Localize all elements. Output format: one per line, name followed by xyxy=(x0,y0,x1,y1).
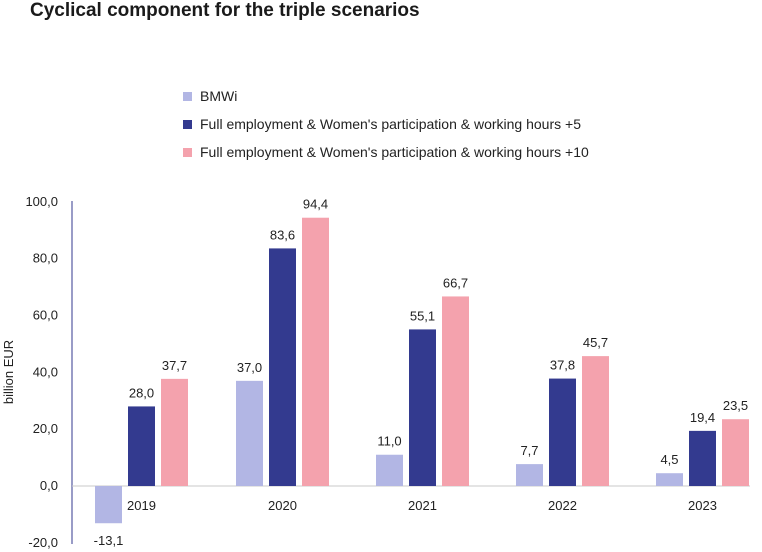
bar-value-label: 7,7 xyxy=(520,443,538,458)
chart-title: Cyclical component for the triple scenar… xyxy=(30,0,420,21)
y-tick-label: -20,0 xyxy=(28,535,58,550)
bar-value-label: -13,1 xyxy=(94,533,124,548)
bar-value-label: 94,4 xyxy=(303,197,328,212)
legend-item-bmwi: BMWi xyxy=(183,82,589,110)
bar xyxy=(161,378,188,486)
bar xyxy=(376,454,403,486)
bar-value-label: 4,5 xyxy=(660,452,678,467)
bar xyxy=(689,430,716,486)
bar xyxy=(656,473,683,486)
bar xyxy=(302,217,329,486)
x-tick-label: 2020 xyxy=(268,498,297,513)
x-tick-label: 2022 xyxy=(548,498,577,513)
y-tick-label: 60,0 xyxy=(33,307,58,322)
y-tick-label: 40,0 xyxy=(33,364,58,379)
bar xyxy=(442,296,469,486)
legend-label-bmwi: BMWi xyxy=(200,88,238,104)
bar xyxy=(236,380,263,486)
bar-value-label: 37,7 xyxy=(162,358,187,373)
legend-swatch-plus10 xyxy=(183,147,192,157)
bar-value-label: 23,5 xyxy=(723,398,748,413)
bar xyxy=(409,329,436,486)
legend-item-plus5: Full employment & Women's participation … xyxy=(183,110,589,138)
legend-label-plus10: Full employment & Women's participation … xyxy=(200,144,589,160)
bar xyxy=(582,356,609,486)
bar-value-label: 28,0 xyxy=(129,385,154,400)
bar xyxy=(95,486,122,524)
bar-value-label: 83,6 xyxy=(270,227,295,242)
bar-value-label: 45,7 xyxy=(583,335,608,350)
legend-item-plus10: Full employment & Women's participation … xyxy=(183,138,589,166)
bar xyxy=(516,464,543,486)
bar xyxy=(549,378,576,486)
bar-value-label: 11,0 xyxy=(377,434,401,449)
legend-swatch-plus5 xyxy=(183,119,192,129)
x-tick-label: 2023 xyxy=(688,498,717,513)
y-tick-label: 80,0 xyxy=(33,251,58,266)
legend-swatch-bmwi xyxy=(183,91,192,101)
x-tick-label: 2021 xyxy=(408,498,437,513)
bar xyxy=(128,406,155,486)
bar-value-label: 66,7 xyxy=(443,275,468,290)
x-tick-label: 2019 xyxy=(127,498,156,513)
bar-value-label: 55,1 xyxy=(410,308,435,323)
y-tick-label: 20,0 xyxy=(33,421,58,436)
y-tick-label: 100,0 xyxy=(25,194,58,209)
bar xyxy=(269,248,296,486)
legend: BMWi Full employment & Women's participa… xyxy=(183,82,589,166)
bar-value-label: 37,8 xyxy=(550,358,575,373)
y-tick-label: 0,0 xyxy=(40,478,58,493)
legend-label-plus5: Full employment & Women's participation … xyxy=(200,116,581,132)
bar-value-label: 37,0 xyxy=(237,360,262,375)
bar xyxy=(722,419,749,486)
y-axis-title: billion EUR xyxy=(1,340,16,404)
bar-value-label: 19,4 xyxy=(690,410,715,425)
